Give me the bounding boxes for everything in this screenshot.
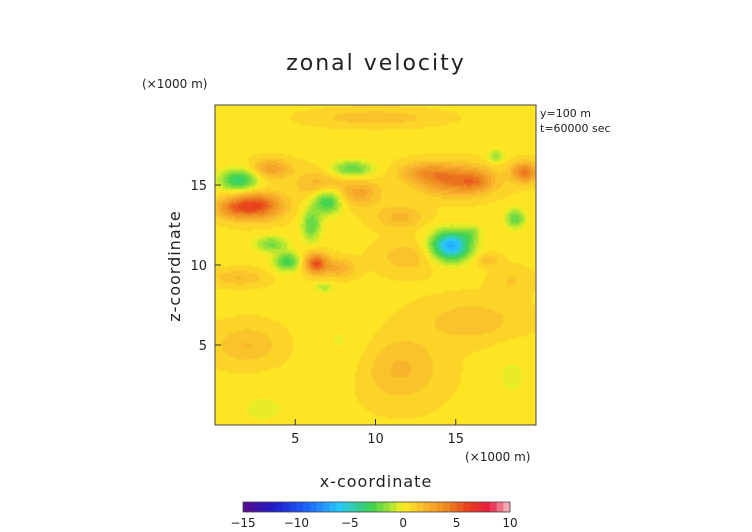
colorbar-band	[436, 502, 444, 512]
colorbar-band	[503, 502, 511, 512]
colorbar-band	[383, 502, 391, 512]
colorbar-tick-label: 0	[399, 516, 407, 530]
colorbar-tick-label: −15	[230, 516, 255, 530]
annotation-time: t=60000 sec	[540, 122, 611, 135]
x-tick-label: 10	[367, 432, 384, 447]
colorbar-band	[483, 502, 491, 512]
colorbar-band	[356, 502, 364, 512]
colorbar-band	[429, 502, 438, 512]
colorbar-band	[489, 502, 498, 512]
chart-title: zonal velocity	[286, 51, 466, 76]
colorbar-band	[376, 502, 384, 512]
colorbar: −15 −10 −5 0 5 10	[230, 501, 518, 530]
heatmap-image	[215, 105, 536, 425]
colorbar-band	[409, 502, 418, 512]
colorbar-band	[336, 502, 344, 512]
colorbar-band	[469, 502, 478, 512]
colorbar-band	[269, 502, 277, 512]
colorbar-band	[456, 502, 464, 512]
colorbar-band	[396, 502, 404, 512]
colorbar-band	[423, 502, 431, 512]
annotation-y-level: y=100 m	[540, 107, 591, 120]
colorbar-band	[249, 502, 257, 512]
x-tick-label: 5	[291, 432, 299, 447]
colorbar-band	[309, 502, 317, 512]
colorbar-band	[363, 502, 371, 512]
colorbar-band	[276, 502, 284, 512]
y-tick-label: 10	[190, 259, 207, 274]
colorbar-band	[416, 502, 424, 512]
colorbar-tick-label: −10	[284, 516, 309, 530]
y-axis-label: z-coordinate	[165, 210, 184, 322]
colorbar-band	[263, 502, 271, 512]
colorbar-band	[349, 502, 357, 512]
y-tick-label: 15	[190, 179, 207, 194]
colorbar-band	[316, 502, 324, 512]
colorbar-band	[389, 502, 398, 512]
y-axis-unit: (×1000 m)	[142, 77, 207, 91]
colorbar-band	[463, 502, 471, 512]
x-tick-label: 15	[447, 432, 464, 447]
colorbar-tick-label: 5	[453, 516, 461, 530]
colorbar-band	[443, 502, 451, 512]
colorbar-band	[303, 502, 311, 512]
colorbar-band	[296, 502, 304, 512]
colorbar-band	[369, 502, 377, 512]
colorbar-tick-label: −5	[341, 516, 359, 530]
colorbar-tick-label: 10	[502, 516, 517, 530]
colorbar-band	[243, 502, 251, 512]
axis-ticks: 5 10 15 5 10 15	[190, 179, 464, 447]
colorbar-band	[256, 502, 264, 512]
colorbar-band	[496, 502, 504, 512]
heatmap-plot-area	[214, 104, 537, 426]
colorbar-band	[403, 502, 411, 512]
x-axis-label: x-coordinate	[320, 472, 433, 491]
colorbar-band	[283, 502, 291, 512]
colorbar-band	[449, 502, 458, 512]
colorbar-frame	[242, 501, 511, 513]
colorbar-band	[323, 502, 331, 512]
x-axis-unit: (×1000 m)	[465, 450, 530, 464]
colorbar-band	[343, 502, 351, 512]
colorbar-band	[289, 502, 297, 512]
colorbar-band	[476, 502, 484, 512]
colorbar-band	[329, 502, 337, 512]
y-tick-label: 5	[199, 339, 207, 354]
